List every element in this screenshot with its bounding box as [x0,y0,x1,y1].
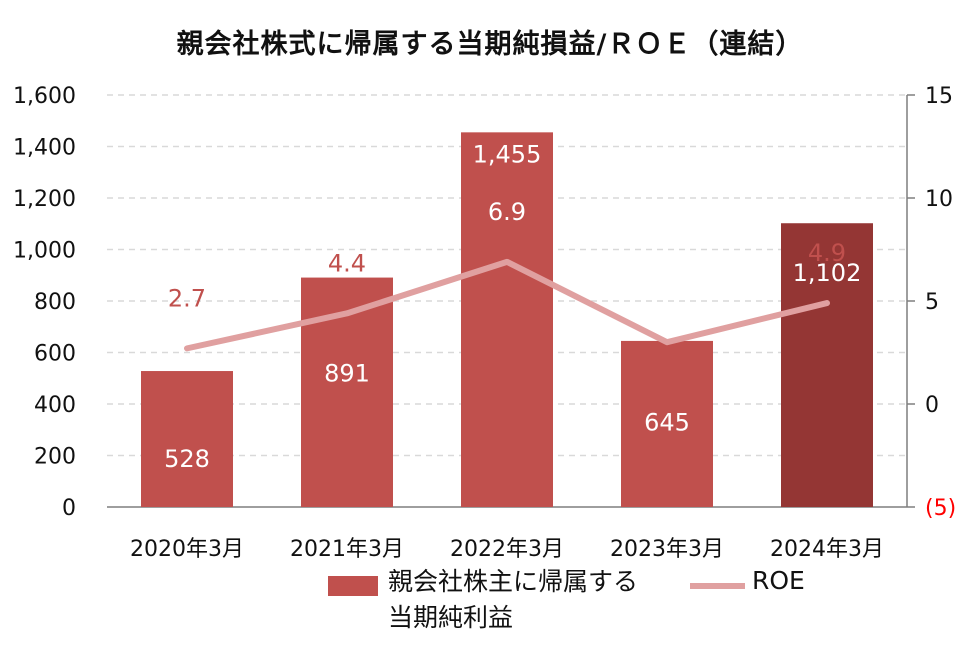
y-left-tick-label: 800 [34,290,76,315]
y-left-tick-label: 1,200 [13,187,76,212]
legend-swatch-net-income [328,576,378,596]
legend-swatch-roe [690,583,745,589]
y-left-tick-label: 0 [62,496,76,521]
y-right-tick-label: 0 [925,393,939,418]
bar [141,371,233,507]
bar-value-label: 1,102 [793,259,862,287]
bar [621,340,713,507]
roe-value-label: 6.9 [488,198,526,226]
y-left-tick-label: 200 [34,445,76,470]
legend-label-roe: ROE [752,566,805,595]
x-tick-label: 2023年3月 [610,537,724,562]
y-right-tick-label: (5) [925,496,956,521]
bar-value-label: 528 [164,445,210,473]
y-right-tick-label: 15 [925,84,953,109]
bar-value-label: 645 [644,409,690,437]
x-tick-label: 2020年3月 [130,537,244,562]
x-tick-label: 2021年3月 [290,537,404,562]
y-right-tick-label: 10 [925,187,953,212]
roe-value-label: 3.0 [648,278,686,306]
roe-value-label: 4.4 [328,249,366,277]
x-tick-label: 2024年3月 [770,537,884,562]
bar [461,132,553,507]
x-tick-label: 2022年3月 [450,537,564,562]
roe-line [184,258,830,352]
roe-value-label: 4.9 [808,239,846,267]
y-left-tick-label: 1,000 [13,239,76,264]
y-left-tick-label: 1,400 [13,136,76,161]
chart-title: 親会社株式に帰属する当期純損益/ＲＯＥ（連結） [176,29,804,60]
y-left-tick-label: 400 [34,393,76,418]
bar [781,223,873,508]
bar-value-label: 891 [324,360,370,388]
legend-label-net-income: 親会社株主に帰属する 当期純利益 [388,567,639,632]
bar-value-label: 1,455 [473,140,542,168]
y-left-tick-label: 1,600 [13,84,76,109]
y-right-tick-label: 5 [925,290,939,315]
roe-value-label: 2.7 [168,284,206,312]
y-left-tick-label: 600 [34,342,76,367]
